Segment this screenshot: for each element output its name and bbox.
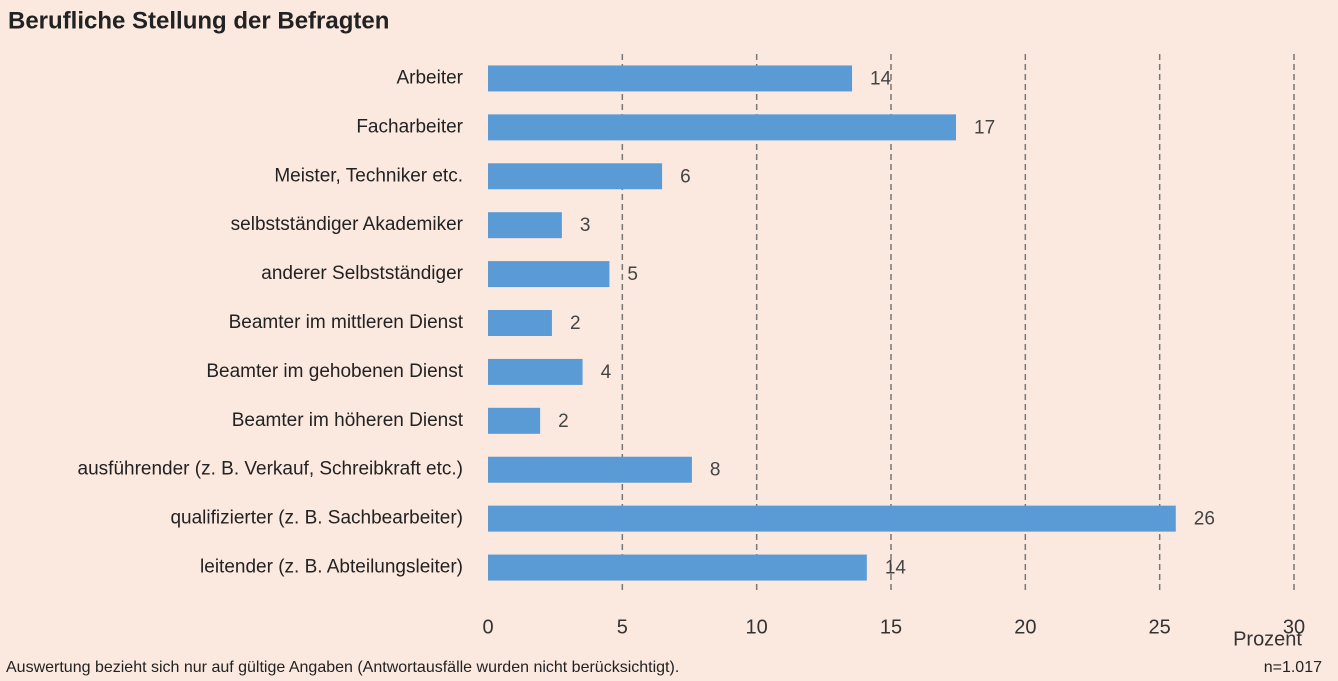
bar <box>488 358 583 385</box>
category-label: ausführender (z. B. Verkauf, Schreibkraf… <box>78 459 463 480</box>
x-tick-label: 30 <box>1283 616 1305 638</box>
bar <box>488 456 692 483</box>
category-label: Beamter im mittleren Dienst <box>229 312 464 333</box>
bar <box>488 261 610 288</box>
bar <box>488 407 541 434</box>
value-label: 8 <box>710 460 721 481</box>
bar <box>488 114 957 141</box>
value-label: 3 <box>580 215 591 236</box>
category-label: selbstständiger Akademiker <box>231 214 464 235</box>
x-tick-label: 0 <box>482 616 493 638</box>
value-label: 14 <box>870 68 892 89</box>
value-label: 4 <box>601 362 612 383</box>
category-label: qualifizierter (z. B. Sachbearbeiter) <box>170 508 463 529</box>
x-tick-label: 25 <box>1149 616 1171 638</box>
category-label: Beamter im gehobenen Dienst <box>206 361 463 382</box>
bar <box>488 505 1176 532</box>
value-label: 14 <box>885 558 907 579</box>
bar <box>488 163 663 190</box>
x-tick-label: 20 <box>1014 616 1036 638</box>
chart-title: Berufliche Stellung der Befragten <box>8 7 389 34</box>
category-label: Meister, Techniker etc. <box>274 165 463 186</box>
x-axis-label: Prozent <box>1233 628 1302 650</box>
category-label: Arbeiter <box>396 67 463 88</box>
value-label: 26 <box>1194 509 1215 530</box>
footnote: Auswertung bezieht sich nur auf gültige … <box>6 659 679 676</box>
category-label: Facharbeiter <box>356 116 463 137</box>
value-label: 2 <box>558 411 569 432</box>
bar <box>488 212 562 239</box>
bar <box>488 554 867 581</box>
value-label: 17 <box>974 117 995 138</box>
sample-size: n=1.017 <box>1264 659 1322 676</box>
category-label: anderer Selbstständiger <box>261 263 463 284</box>
bar <box>488 310 552 336</box>
category-label: Beamter im höheren Dienst <box>232 410 464 431</box>
value-label: 2 <box>570 313 581 334</box>
value-label: 5 <box>627 264 638 285</box>
x-tick-label: 15 <box>880 616 902 638</box>
x-tick-label: 5 <box>617 616 628 638</box>
x-tick-label: 10 <box>746 616 768 638</box>
value-label: 6 <box>680 166 691 187</box>
category-label: leitender (z. B. Abteilungsleiter) <box>200 557 463 578</box>
bar <box>488 65 853 92</box>
